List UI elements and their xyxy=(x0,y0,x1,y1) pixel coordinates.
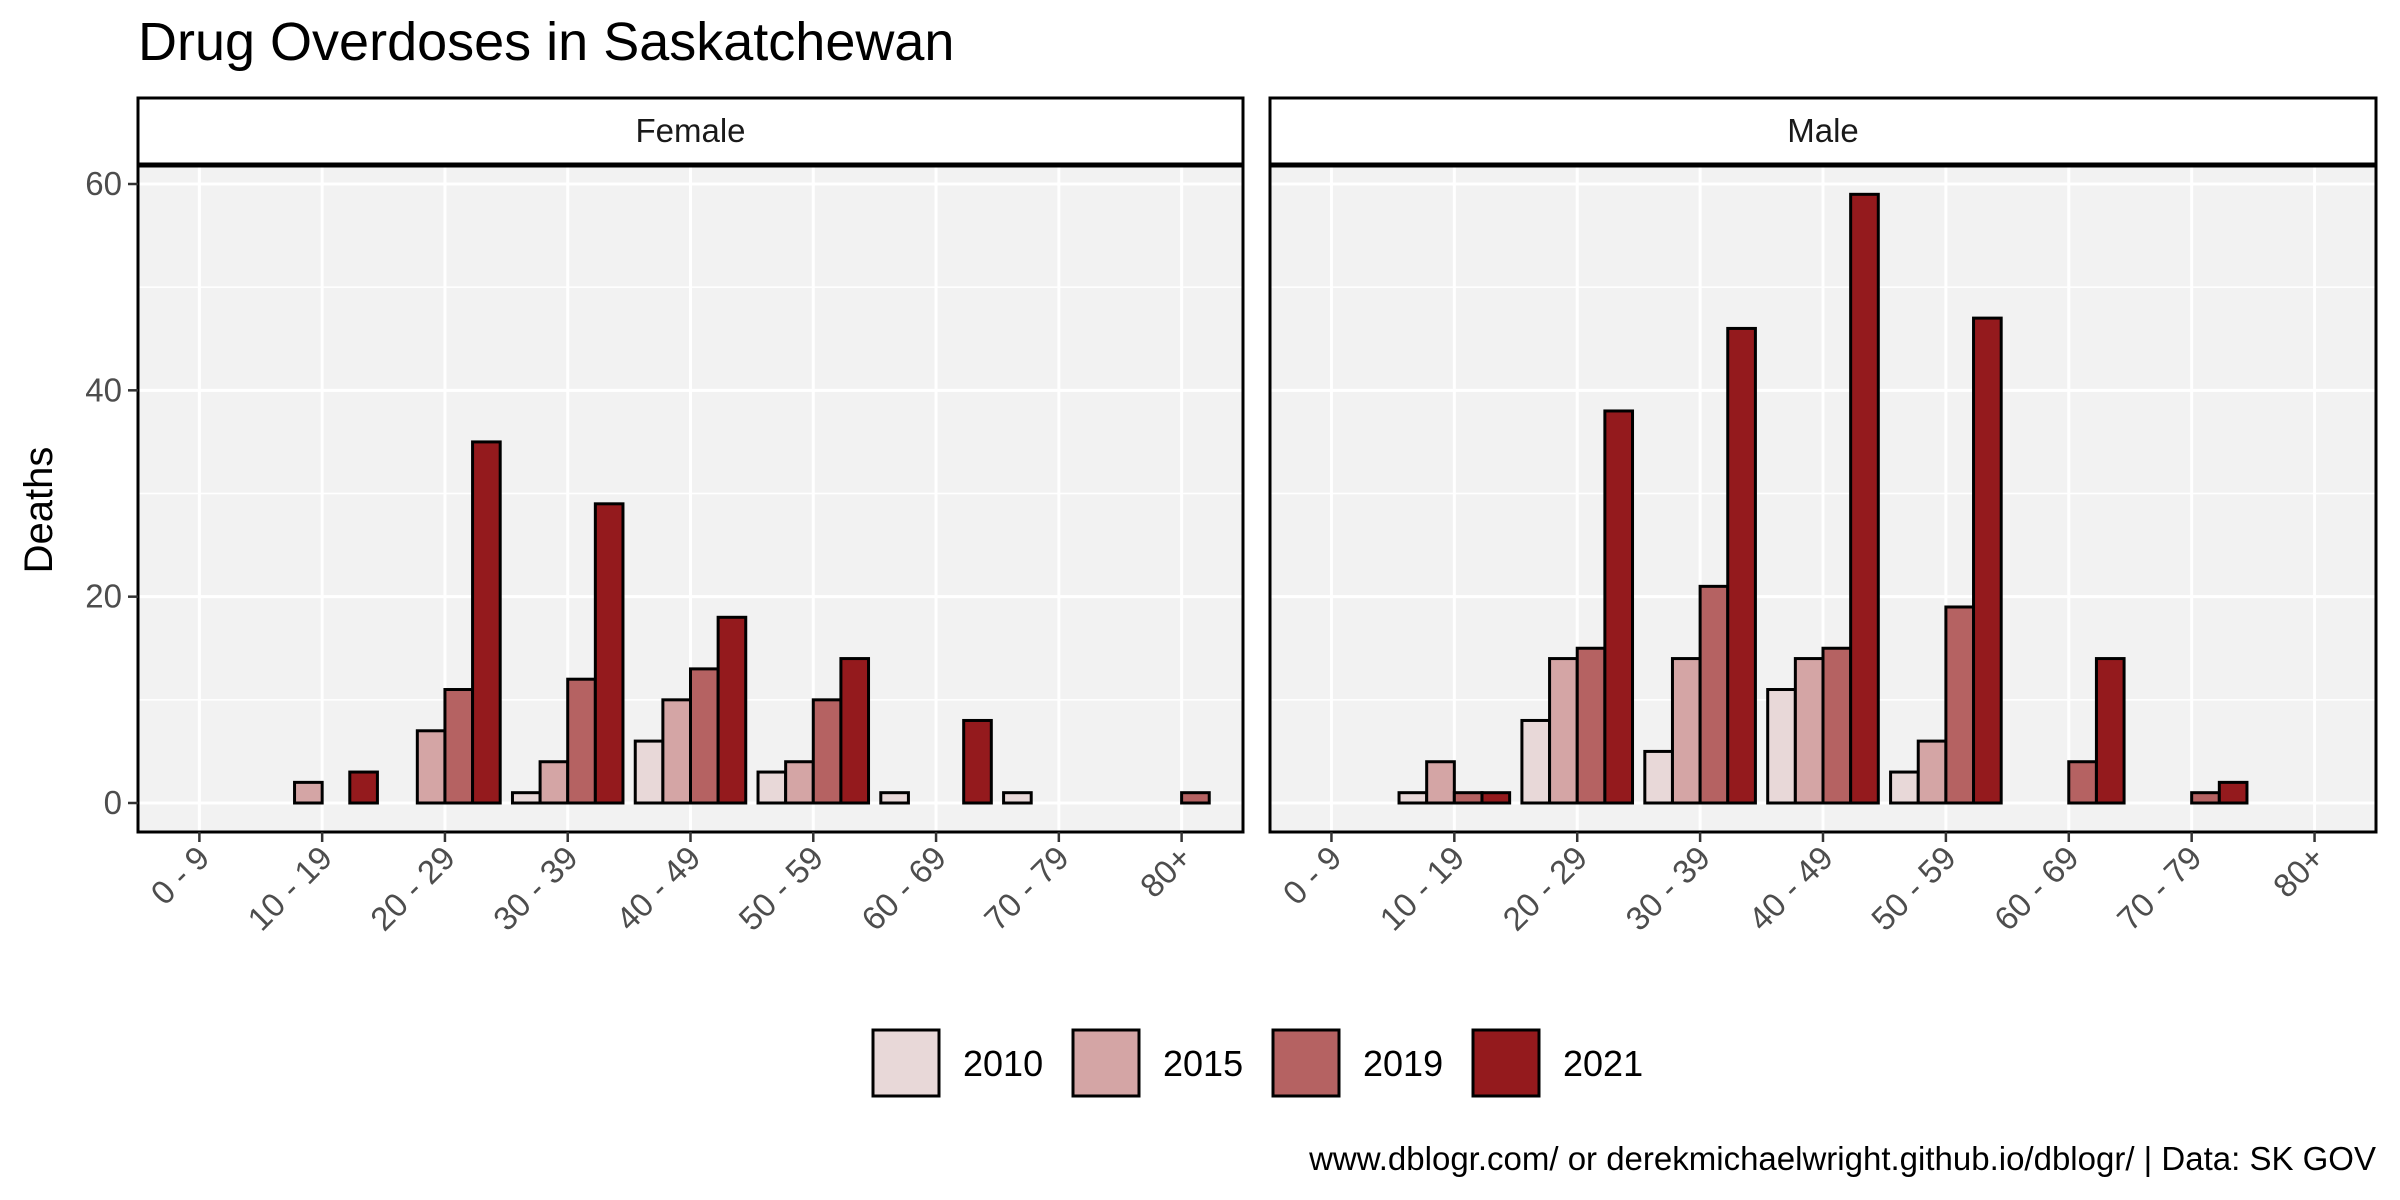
bar-female-2015-3 xyxy=(538,760,570,805)
legend-key-2015 xyxy=(1071,1028,1141,1098)
bar-female-2019-2 xyxy=(443,688,475,805)
bar-male-2010-2 xyxy=(1520,718,1552,805)
bar-female-2010-6 xyxy=(879,791,910,805)
bar-female-2021-2 xyxy=(471,440,502,805)
bar-male-2019-5 xyxy=(1944,605,1976,805)
bar-female-2019-4 xyxy=(689,667,720,805)
x-tick-label: 0 - 9 xyxy=(1276,839,1349,912)
legend-key-2010 xyxy=(871,1028,941,1098)
x-tick-label: 60 - 69 xyxy=(1987,839,2086,938)
x-tick-label: 70 - 79 xyxy=(977,839,1076,938)
y-tick-label: 40 xyxy=(85,371,122,408)
y-tick-label: 0 xyxy=(104,784,122,821)
bar-male-2019-3 xyxy=(1698,584,1730,805)
bar-female-2015-4 xyxy=(661,698,692,805)
bar-male-2010-1 xyxy=(1397,791,1429,805)
legend-label-2015: 2015 xyxy=(1163,1043,1243,1084)
bar-male-2021-1 xyxy=(1480,791,1512,805)
bar-female-2021-3 xyxy=(593,502,625,805)
x-tick-label: 20 - 29 xyxy=(1495,839,1594,938)
bar-male-2021-2 xyxy=(1603,409,1635,805)
x-tick-label: 30 - 39 xyxy=(1618,839,1717,938)
bar-female-2010-3 xyxy=(510,791,542,805)
bar-male-2019-4 xyxy=(1821,646,1853,805)
y-tick-label: 60 xyxy=(85,165,122,202)
bar-female-2019-8 xyxy=(1180,791,1211,805)
x-tick-label: 80+ xyxy=(1133,839,1199,905)
bar-female-2015-1 xyxy=(293,780,324,805)
y-axis-title: Deaths xyxy=(17,447,61,574)
bar-male-2021-3 xyxy=(1726,326,1757,805)
x-tick-label: 10 - 19 xyxy=(1372,839,1471,938)
bar-male-2019-2 xyxy=(1575,646,1607,805)
bar-male-2015-4 xyxy=(1793,657,1825,805)
caption: www.dblogr.com/ or derekmichaelwright.gi… xyxy=(1308,1140,2376,1177)
x-tick-label: 70 - 79 xyxy=(2110,839,2209,938)
bar-male-2015-5 xyxy=(1916,739,1948,805)
bar-female-2015-5 xyxy=(784,760,815,805)
bar-male-2021-4 xyxy=(1849,192,1880,805)
x-tick-label: 60 - 69 xyxy=(854,839,953,938)
legend-label-2019: 2019 xyxy=(1363,1043,1443,1084)
facet-strip xyxy=(1268,96,2378,167)
bar-female-2019-5 xyxy=(811,698,843,805)
x-tick-label: 50 - 59 xyxy=(1864,839,1963,938)
bar-female-2010-7 xyxy=(1002,791,1033,805)
legend-label-2010: 2010 xyxy=(963,1043,1043,1084)
x-tick-label: 40 - 49 xyxy=(609,839,708,938)
x-tick-label: 10 - 19 xyxy=(240,839,339,938)
facet-label-male: Male xyxy=(1787,112,1859,149)
x-tick-label: 30 - 39 xyxy=(486,839,585,938)
bar-male-2021-5 xyxy=(1972,316,2003,805)
bar-female-2021-4 xyxy=(716,615,748,805)
bar-male-2019-1 xyxy=(1452,791,1484,805)
facet-label-female: Female xyxy=(635,112,745,149)
legend-key-2021 xyxy=(1471,1028,1541,1098)
bar-male-2021-6 xyxy=(2094,657,2126,805)
bar-female-2019-3 xyxy=(566,677,597,805)
x-tick-label: 0 - 9 xyxy=(143,839,216,912)
legend-label-2021: 2021 xyxy=(1563,1043,1643,1084)
bar-female-2021-6 xyxy=(962,718,993,805)
legend-key-2019 xyxy=(1271,1028,1341,1098)
bar-male-2010-3 xyxy=(1643,749,1674,805)
bar-female-2021-1 xyxy=(348,770,379,805)
x-tick-label: 40 - 49 xyxy=(1741,839,1840,938)
bar-female-2010-4 xyxy=(633,739,665,805)
bar-male-2019-6 xyxy=(2067,760,2098,805)
bar-male-2019-7 xyxy=(2190,791,2221,805)
bar-male-2010-5 xyxy=(1889,770,1920,805)
bar-male-2015-3 xyxy=(1670,657,1702,805)
x-tick-label: 80+ xyxy=(2266,839,2332,905)
bar-male-2015-1 xyxy=(1425,760,1456,805)
bar-male-2010-4 xyxy=(1766,688,1797,805)
bar-male-2015-2 xyxy=(1548,657,1579,805)
y-tick-label: 20 xyxy=(85,578,122,615)
x-tick-label: 20 - 29 xyxy=(363,839,462,938)
bar-male-2021-7 xyxy=(2217,780,2249,805)
chart-title: Drug Overdoses in Saskatchewan xyxy=(138,12,954,72)
bar-female-2021-5 xyxy=(839,657,871,805)
bar-female-2010-5 xyxy=(756,770,788,805)
bar-female-2015-2 xyxy=(415,729,447,805)
x-tick-label: 50 - 59 xyxy=(731,839,830,938)
